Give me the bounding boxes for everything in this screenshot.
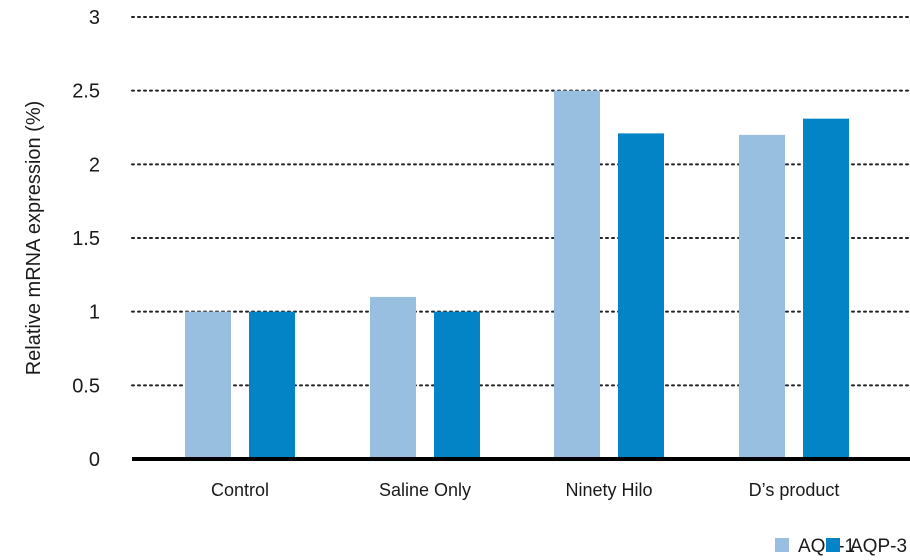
x-tick-label: Saline Only bbox=[379, 480, 471, 500]
bar-aqp-1-3 bbox=[739, 134, 785, 459]
legend: AQP-1AQP-3 bbox=[775, 536, 907, 557]
y-tick-label: 2.5 bbox=[72, 81, 100, 103]
bar-aqp-3-0 bbox=[249, 311, 295, 459]
x-tick-label: D’s product bbox=[749, 480, 840, 500]
y-tick-label: 0 bbox=[89, 449, 100, 471]
bars bbox=[185, 90, 849, 460]
bar-aqp-3-2 bbox=[618, 133, 664, 460]
y-tick-label: 1 bbox=[89, 302, 100, 324]
legend-swatch-aqp-1 bbox=[775, 538, 789, 552]
y-tick-label: 1.5 bbox=[72, 228, 100, 250]
legend-swatch-aqp-3 bbox=[826, 538, 840, 552]
y-tick-label: 3 bbox=[89, 7, 100, 29]
x-tick-label: Ninety Hilo bbox=[565, 480, 652, 500]
gridlines bbox=[131, 16, 910, 387]
y-tick-label: 0.5 bbox=[72, 375, 100, 397]
bar-aqp-1-2 bbox=[554, 90, 600, 460]
y-tick-labels: 0 0.5 1 1.5 2 2.5 3 bbox=[72, 7, 100, 471]
bar-aqp-1-1 bbox=[370, 296, 416, 459]
bar-aqp-3-3 bbox=[803, 118, 849, 459]
x-tick-label: Control bbox=[211, 480, 269, 500]
y-axis-title: Relative mRNA expression (%) bbox=[23, 101, 45, 376]
bar-aqp-1-0 bbox=[185, 311, 231, 459]
legend-label-aqp-3: AQP-3 bbox=[850, 536, 907, 557]
y-tick-label: 2 bbox=[89, 154, 100, 176]
x-tick-labels: Control Saline Only Ninety Hilo D’s product bbox=[211, 480, 839, 500]
bar-aqp-3-1 bbox=[434, 311, 480, 459]
